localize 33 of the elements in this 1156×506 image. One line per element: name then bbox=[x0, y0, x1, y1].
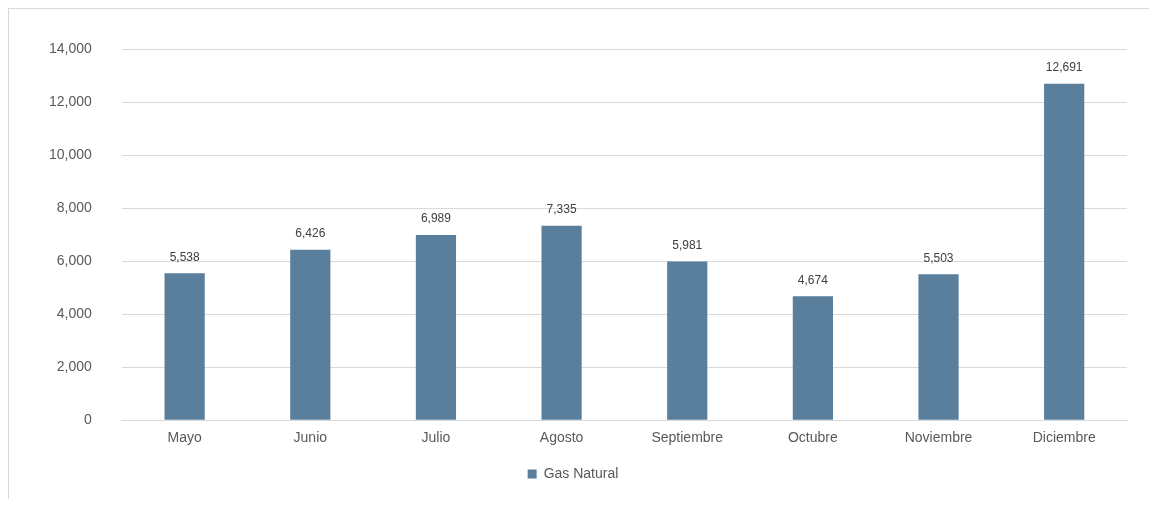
bar bbox=[415, 234, 457, 420]
data-label: 5,538 bbox=[169, 249, 200, 264]
y-tick-label: 2,000 bbox=[56, 358, 93, 375]
x-tick-label: Noviembre bbox=[904, 429, 973, 446]
bar bbox=[667, 261, 708, 420]
data-label: 6,426 bbox=[295, 226, 326, 241]
data-label: 12,691 bbox=[1045, 60, 1083, 75]
x-tick-label: Octubre bbox=[787, 429, 838, 446]
bar bbox=[1044, 83, 1085, 420]
y-tick-label: 6,000 bbox=[56, 251, 93, 268]
bar bbox=[290, 249, 331, 420]
x-tick-label: Septiembre bbox=[651, 429, 724, 446]
x-tick-label: Diciembre bbox=[1032, 429, 1096, 446]
bar bbox=[918, 274, 959, 420]
y-tick-label: 14,000 bbox=[48, 39, 93, 56]
y-tick-label: 12,000 bbox=[48, 92, 93, 109]
y-tick-label: 0 bbox=[84, 411, 93, 428]
data-label: 6,989 bbox=[420, 211, 452, 226]
legend-label: Gas Natural bbox=[543, 464, 619, 481]
y-tick-label: 10,000 bbox=[48, 145, 93, 162]
bar bbox=[792, 296, 833, 420]
data-label: 5,503 bbox=[923, 250, 954, 265]
data-label: 7,335 bbox=[546, 202, 577, 217]
data-label: 4,674 bbox=[797, 272, 829, 287]
x-tick-label: Junio bbox=[293, 429, 328, 446]
bar bbox=[541, 225, 582, 420]
x-tick-label: Agosto bbox=[539, 429, 584, 446]
bar bbox=[164, 273, 205, 420]
data-label: 5,981 bbox=[672, 237, 703, 252]
x-tick-label: Mayo bbox=[167, 429, 202, 446]
y-tick-label: 8,000 bbox=[56, 198, 93, 215]
y-tick-label: 4,000 bbox=[56, 305, 93, 321]
x-tick-label: Julio bbox=[421, 429, 451, 446]
